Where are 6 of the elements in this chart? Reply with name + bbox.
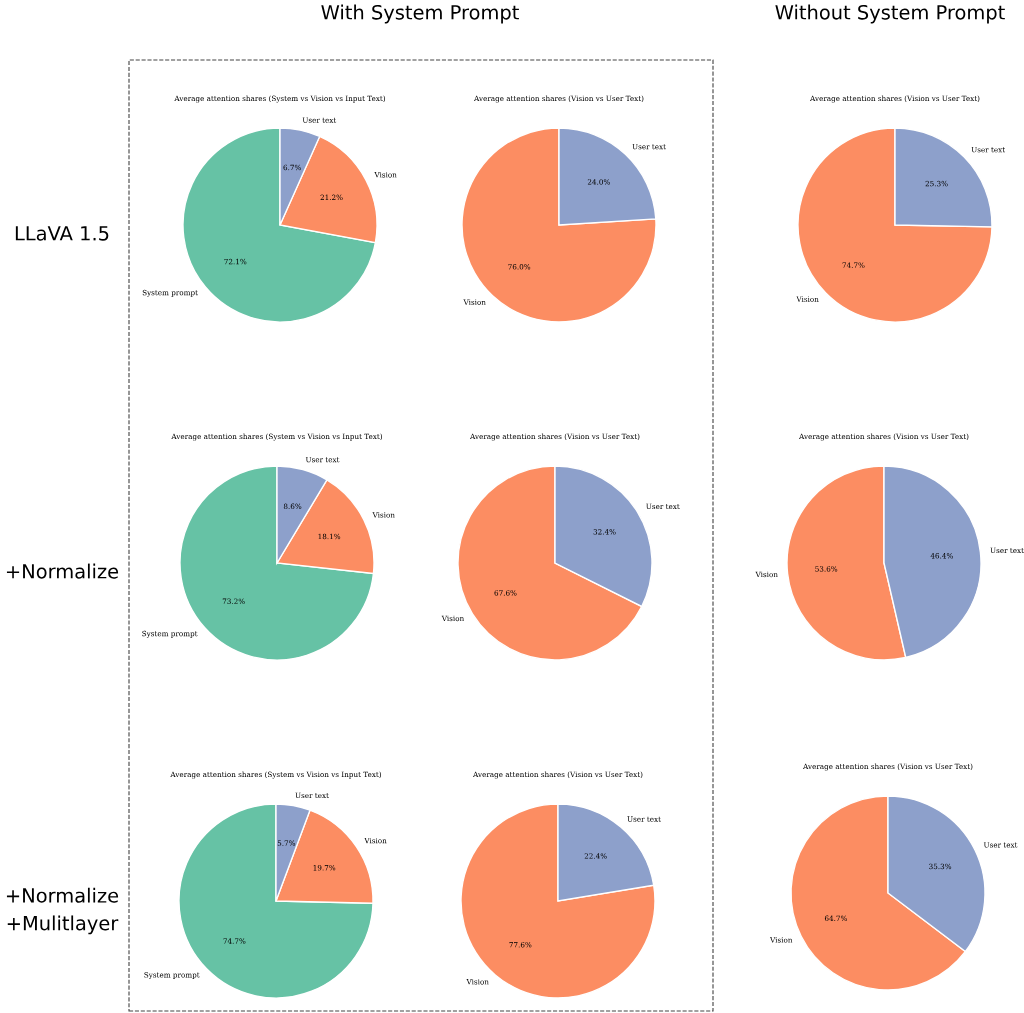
text: Without System Prompt bbox=[775, 4, 1005, 24]
text: LLaVA 1.5 bbox=[15, 226, 109, 241]
text: With System Prompt bbox=[321, 4, 519, 24]
text: +Normalize bbox=[6, 563, 119, 579]
pie-slice bbox=[797, 127, 993, 323]
text: +Normalize +Mulitlayer bbox=[6, 887, 119, 935]
